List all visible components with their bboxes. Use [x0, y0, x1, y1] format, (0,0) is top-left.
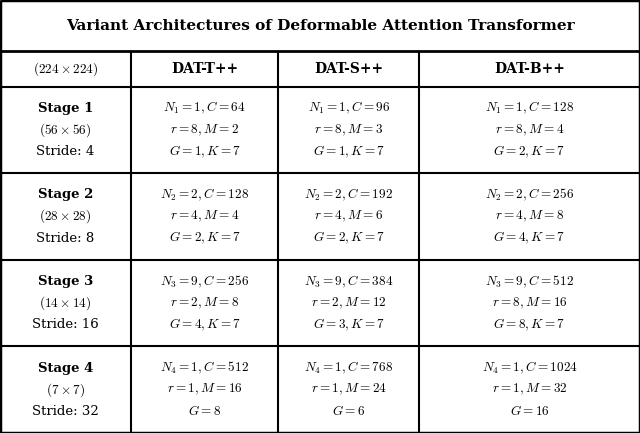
Text: $G=2, K=7$: $G=2, K=7$ [169, 230, 241, 246]
Text: $N_2=2, C=192$: $N_2=2, C=192$ [305, 187, 393, 203]
Text: $(28\times28)$: $(28\times28)$ [40, 207, 92, 226]
Text: Variant Architectures of Deformable Attention Transformer: Variant Architectures of Deformable Atte… [66, 19, 574, 32]
Text: $N_1=1, C=96$: $N_1=1, C=96$ [308, 100, 390, 116]
Text: DAT-B++: DAT-B++ [494, 62, 565, 76]
Text: $r=8, M=16$: $r=8, M=16$ [492, 295, 568, 311]
Text: Stride: 4: Stride: 4 [36, 145, 95, 158]
Text: $G=2, K=7$: $G=2, K=7$ [493, 143, 566, 160]
Text: $r=4, M=4$: $r=4, M=4$ [170, 209, 239, 224]
Text: $N_1=1, C=64$: $N_1=1, C=64$ [163, 100, 246, 116]
Text: $(14\times14)$: $(14\times14)$ [40, 294, 92, 312]
Text: Stride: 8: Stride: 8 [36, 232, 95, 245]
Text: $G=16$: $G=16$ [509, 404, 550, 418]
Text: $N_1=1, C=128$: $N_1=1, C=128$ [485, 100, 574, 116]
Text: $G=4, K=7$: $G=4, K=7$ [169, 317, 241, 333]
Text: $G=1, K=7$: $G=1, K=7$ [313, 143, 385, 160]
Text: $(56\times56)$: $(56\times56)$ [40, 121, 92, 139]
Text: $N_4=1, C=768$: $N_4=1, C=768$ [304, 360, 394, 376]
Text: $r=1, M=24$: $r=1, M=24$ [311, 382, 387, 397]
Text: $r=1, M=16$: $r=1, M=16$ [167, 382, 243, 397]
Text: $N_3=9, C=384$: $N_3=9, C=384$ [304, 273, 394, 290]
Text: $G=6$: $G=6$ [332, 404, 365, 418]
Text: $N_4=1, C=512$: $N_4=1, C=512$ [161, 360, 249, 376]
Text: $r=4, M=8$: $r=4, M=8$ [495, 209, 564, 224]
Text: $r=4, M=6$: $r=4, M=6$ [314, 209, 383, 224]
Text: $(224\times224)$: $(224\times224)$ [33, 60, 99, 78]
Text: Stage 4: Stage 4 [38, 362, 93, 375]
Text: $G=2, K=7$: $G=2, K=7$ [313, 230, 385, 246]
Text: $G=1, K=7$: $G=1, K=7$ [169, 143, 241, 160]
Text: $N_3=9, C=256$: $N_3=9, C=256$ [160, 273, 250, 290]
Text: $(7\times7)$: $(7\times7)$ [46, 381, 85, 399]
Text: Stride: 16: Stride: 16 [32, 318, 99, 331]
Text: Stride: 32: Stride: 32 [32, 405, 99, 418]
Text: $G=4, K=7$: $G=4, K=7$ [493, 230, 566, 246]
Text: Stage 3: Stage 3 [38, 275, 93, 288]
Text: $r=8, M=3$: $r=8, M=3$ [314, 122, 383, 138]
Text: $N_2=2, C=128$: $N_2=2, C=128$ [160, 187, 250, 203]
Text: $G=3, K=7$: $G=3, K=7$ [313, 317, 385, 333]
Text: $r=8, M=4$: $r=8, M=4$ [495, 122, 564, 138]
Text: $r=8, M=2$: $r=8, M=2$ [170, 122, 239, 138]
Text: DAT-T++: DAT-T++ [172, 62, 238, 76]
Text: $r=2, M=12$: $r=2, M=12$ [311, 295, 387, 311]
Text: Stage 1: Stage 1 [38, 102, 93, 115]
Text: DAT-S++: DAT-S++ [314, 62, 383, 76]
Text: $r=1, M=32$: $r=1, M=32$ [492, 382, 568, 397]
Text: $G=8$: $G=8$ [188, 404, 221, 418]
Text: $N_2=2, C=256$: $N_2=2, C=256$ [485, 187, 574, 203]
Text: $N_3=9, C=512$: $N_3=9, C=512$ [485, 273, 574, 290]
Text: $r=2, M=8$: $r=2, M=8$ [170, 295, 239, 311]
Text: Stage 2: Stage 2 [38, 188, 93, 201]
Text: $G=8, K=7$: $G=8, K=7$ [493, 317, 566, 333]
Text: $N_4=1, C=1024$: $N_4=1, C=1024$ [482, 360, 577, 376]
